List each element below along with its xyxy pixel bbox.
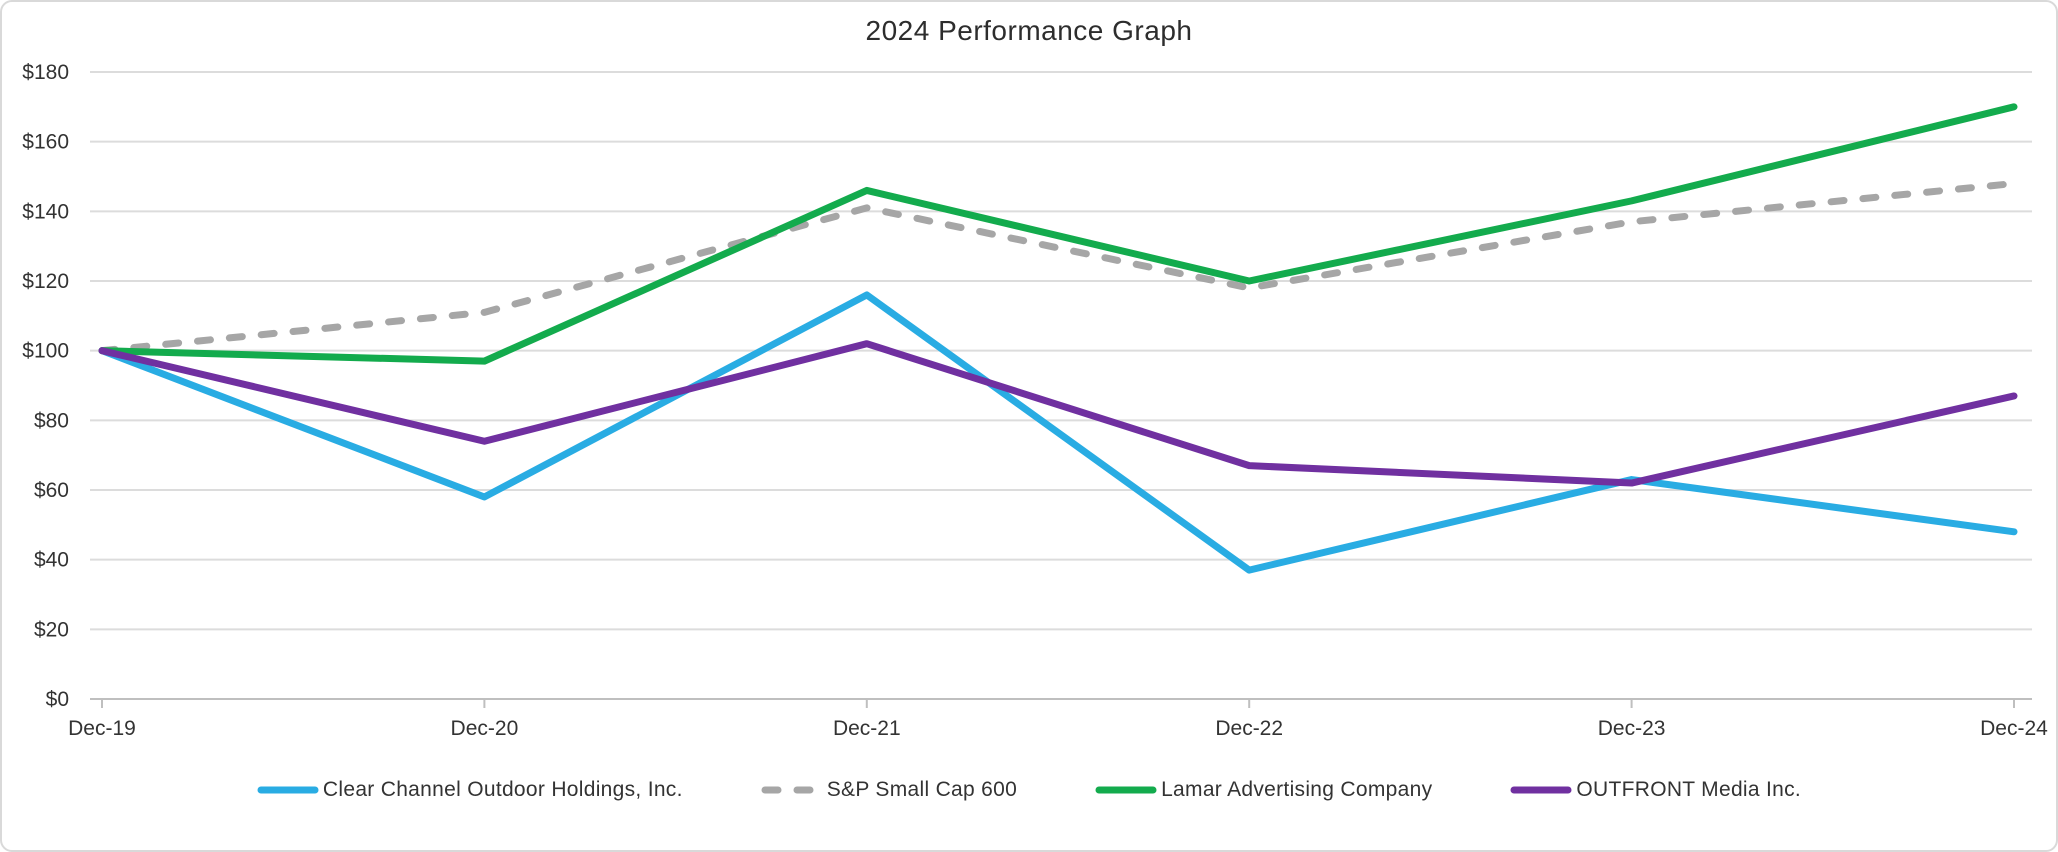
y-axis-tick-label: $60 <box>34 479 69 502</box>
chart-legend: Clear Channel Outdoor Holdings, Inc. S&P … <box>2 768 2056 812</box>
x-axis-tick-label: Dec-19 <box>68 717 136 740</box>
series-line-4 <box>98 340 2018 487</box>
legend-item: Lamar Advertising Company <box>1095 778 1432 802</box>
series-line-3 <box>98 103 2018 365</box>
y-axis-tick-label: $180 <box>22 61 69 84</box>
legend-label: OUTFRONT Media Inc. <box>1576 778 1802 801</box>
legend-line-swatch-icon <box>1095 786 1157 794</box>
y-axis-tick-label: $0 <box>46 688 69 711</box>
x-axis-tick-label: Dec-23 <box>1598 717 1666 740</box>
y-axis-tick-label: $80 <box>34 409 69 432</box>
legend-item: S&P Small Cap 600 <box>761 778 1017 802</box>
legend-label: Clear Channel Outdoor Holdings, Inc. <box>322 778 683 801</box>
x-axis-tick-label: Dec-20 <box>451 717 519 740</box>
legend-item: OUTFRONT Media Inc. <box>1510 778 1801 802</box>
legend-item: Clear Channel Outdoor Holdings, Inc. <box>257 778 683 802</box>
y-axis-tick-label: $160 <box>22 131 69 154</box>
legend-label: S&P Small Cap 600 <box>826 778 1018 801</box>
legend-line-swatch-icon <box>257 786 319 794</box>
legend-line-swatch-icon <box>1510 786 1572 794</box>
y-axis-tick-label: $140 <box>22 200 69 223</box>
legend-label: Lamar Advertising Company <box>1161 778 1433 801</box>
y-axis-tick-label: $100 <box>22 340 69 363</box>
x-axis-tick-label: Dec-21 <box>833 717 901 740</box>
series-line-2 <box>98 179 2018 355</box>
x-axis-tick-label: Dec-24 <box>1980 717 2048 740</box>
legend-line-swatch-icon <box>761 786 823 794</box>
y-axis-tick-label: $120 <box>22 270 69 293</box>
x-axis-tick-label: Dec-22 <box>1215 717 1283 740</box>
y-axis-tick-label: $40 <box>34 549 69 572</box>
y-axis-tick-label: $20 <box>34 618 69 641</box>
series-line-1 <box>98 291 2018 574</box>
chart-title: 2024 Performance Graph <box>865 15 1193 46</box>
